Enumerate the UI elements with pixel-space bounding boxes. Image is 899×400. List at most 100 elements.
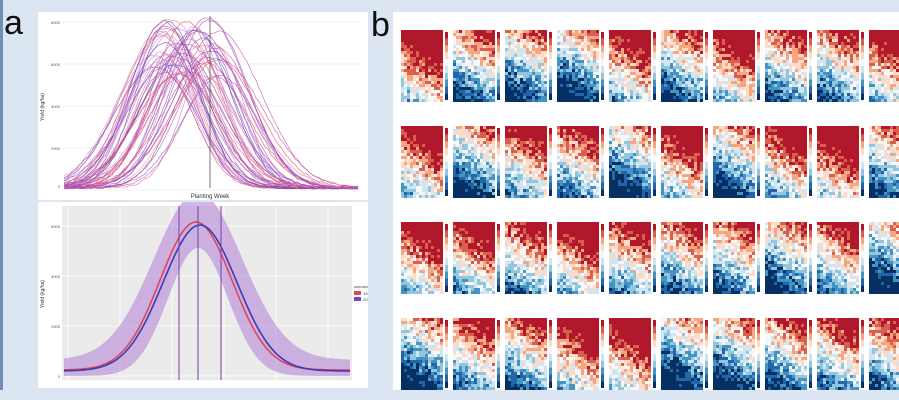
map-cell [875, 45, 878, 48]
map-cell [407, 195, 410, 198]
map-cell [593, 147, 596, 150]
map-cell [869, 99, 872, 102]
map-cell [829, 93, 832, 96]
map-cell [835, 66, 838, 69]
map-cell [642, 78, 645, 81]
map-cell [749, 60, 752, 63]
map-cell [749, 81, 752, 84]
map-cell [728, 78, 731, 81]
map-cell [642, 84, 645, 87]
map-cell [468, 78, 471, 81]
map-cell [535, 183, 538, 186]
map-cell [560, 66, 563, 69]
map-cell [869, 51, 872, 54]
map-cell [410, 129, 413, 132]
map-cell [563, 129, 566, 132]
map-cell [841, 63, 844, 66]
map-cell [581, 72, 584, 75]
map-cell [700, 96, 703, 99]
map-cell [434, 51, 437, 54]
map-cell [508, 87, 511, 90]
map-cell [593, 30, 596, 33]
map-cell [511, 81, 514, 84]
map-cell [648, 63, 651, 66]
map-cell [832, 99, 835, 102]
map-colorbar-segment [445, 59, 448, 66]
map-cell [483, 90, 486, 93]
map-cell [584, 165, 587, 168]
map-cell [517, 69, 520, 72]
map-cell [410, 162, 413, 165]
map-cell [609, 96, 612, 99]
map-colorbar-segment [497, 93, 500, 100]
map-cell [471, 138, 474, 141]
map-cell [489, 33, 492, 36]
map-cell [780, 78, 783, 81]
map-cell [878, 30, 881, 33]
map-cell [587, 96, 590, 99]
map-cell [413, 183, 416, 186]
map-cell [523, 69, 526, 72]
map-cell [520, 159, 523, 162]
map-cell [578, 72, 581, 75]
map-cell [462, 48, 465, 51]
map-cell [486, 147, 489, 150]
map-cell [468, 87, 471, 90]
map-cell [557, 84, 560, 87]
map-cell [459, 186, 462, 189]
map-cell [572, 156, 575, 159]
map-cell [835, 45, 838, 48]
map-cell [428, 30, 431, 33]
map-cell [881, 33, 884, 36]
map-cell [593, 177, 596, 180]
map-cell [694, 72, 697, 75]
map-tile [817, 22, 867, 112]
map-cell [453, 129, 456, 132]
map-cell [792, 33, 795, 36]
map-cell [431, 48, 434, 51]
map-cell [508, 183, 511, 186]
map-cell [688, 36, 691, 39]
map-cell [407, 168, 410, 171]
map-cell [535, 138, 538, 141]
map-cell [434, 126, 437, 129]
map-cell [609, 129, 612, 132]
map-cell [489, 81, 492, 84]
map-cell [526, 171, 529, 174]
map-cell [728, 30, 731, 33]
map-cell [456, 126, 459, 129]
map-cell [517, 159, 520, 162]
map-cell [566, 189, 569, 192]
map-cell [538, 159, 541, 162]
map-cell [590, 42, 593, 45]
map-cell [667, 72, 670, 75]
map-cell [835, 93, 838, 96]
map-cell [661, 96, 664, 99]
map-cell [642, 54, 645, 57]
map-cell [700, 66, 703, 69]
map-cell [575, 42, 578, 45]
map-cell [777, 42, 780, 45]
map-cell [468, 54, 471, 57]
map-cell [590, 96, 593, 99]
map-cell [847, 36, 850, 39]
map-cell [437, 42, 440, 45]
map-cell [428, 33, 431, 36]
map-cell [437, 78, 440, 81]
map-cell [731, 96, 734, 99]
map-cell [569, 183, 572, 186]
map-cell [890, 54, 893, 57]
map-cell [572, 126, 575, 129]
map-cell [578, 138, 581, 141]
map-cell [477, 30, 480, 33]
map-cell [462, 36, 465, 39]
map-cell [697, 36, 700, 39]
map-cell [437, 60, 440, 63]
map-cell [789, 30, 792, 33]
map-cell [621, 36, 624, 39]
map-cell [563, 135, 566, 138]
map-cell [428, 81, 431, 84]
map-cell [428, 141, 431, 144]
map-cell [596, 63, 599, 66]
map-cell [615, 81, 618, 84]
